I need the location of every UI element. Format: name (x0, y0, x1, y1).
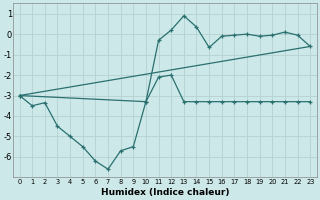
X-axis label: Humidex (Indice chaleur): Humidex (Indice chaleur) (100, 188, 229, 197)
